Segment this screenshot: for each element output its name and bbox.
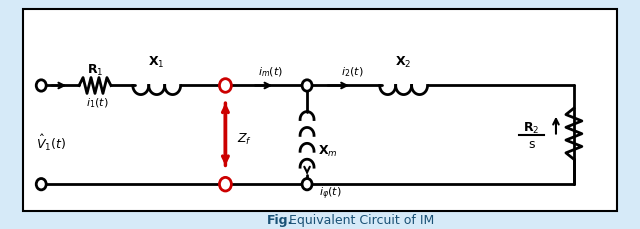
Circle shape xyxy=(220,178,232,191)
Text: s: s xyxy=(528,137,534,150)
FancyBboxPatch shape xyxy=(23,11,617,212)
Circle shape xyxy=(36,179,46,190)
Text: $i_1(t)$: $i_1(t)$ xyxy=(86,96,108,110)
Text: Equivalent Circuit of IM: Equivalent Circuit of IM xyxy=(281,213,435,226)
Text: R$_2$: R$_2$ xyxy=(523,120,540,135)
Text: X$_1$: X$_1$ xyxy=(148,55,165,70)
Text: $i_m(t)$: $i_m(t)$ xyxy=(258,65,283,78)
Text: Z$_f$: Z$_f$ xyxy=(237,132,252,147)
Text: X$_m$: X$_m$ xyxy=(318,143,338,158)
Text: $i_{\varphi}(t)$: $i_{\varphi}(t)$ xyxy=(319,185,341,202)
Circle shape xyxy=(302,179,312,190)
Text: R$_1$: R$_1$ xyxy=(87,63,103,78)
Text: X$_2$: X$_2$ xyxy=(396,55,412,70)
Text: $i_2(t)$: $i_2(t)$ xyxy=(340,65,363,78)
Text: $\hat{V}_1(t)$: $\hat{V}_1(t)$ xyxy=(36,133,67,153)
Text: Fig.: Fig. xyxy=(267,213,293,226)
Circle shape xyxy=(302,80,312,92)
Circle shape xyxy=(220,79,232,93)
Circle shape xyxy=(36,80,46,92)
